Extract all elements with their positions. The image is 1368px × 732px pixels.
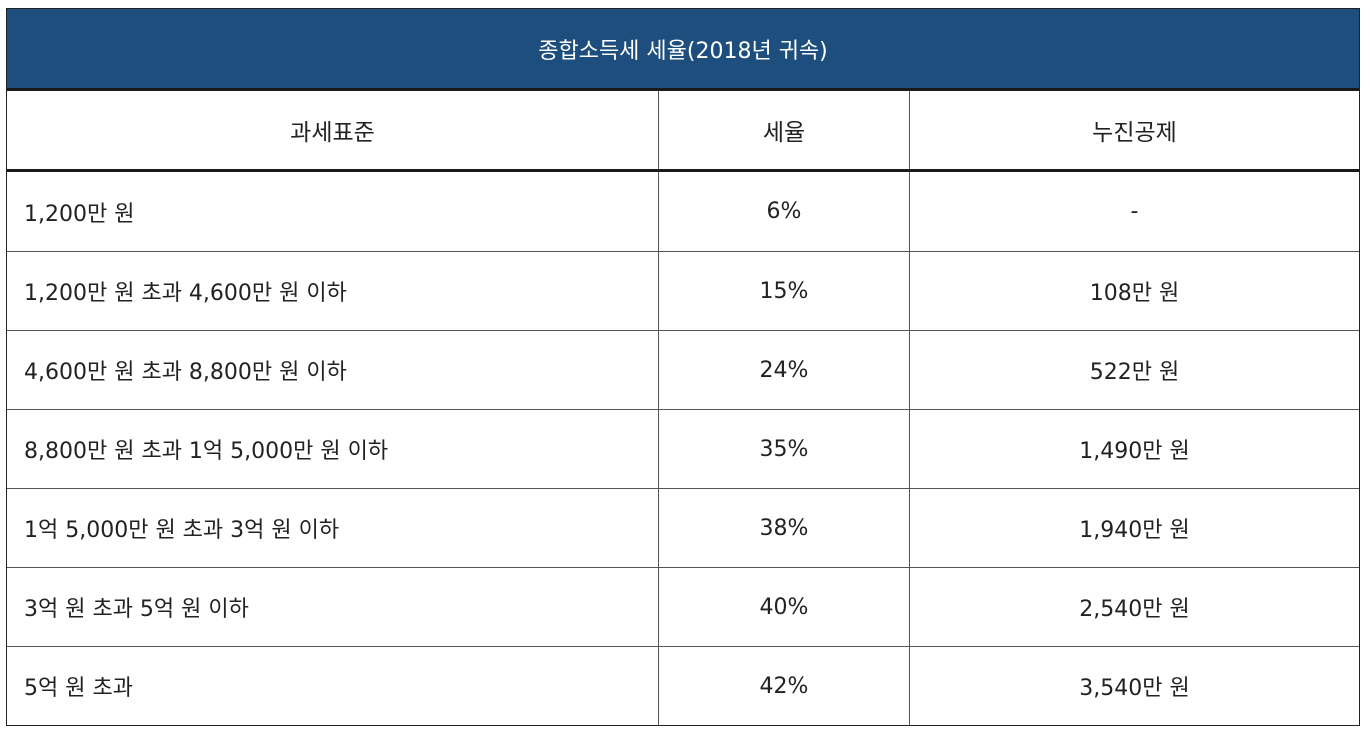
deduction-cell: 3,540만 원 (1079, 676, 1190, 701)
tax-base-cell: 1,200만 원 초과 4,600만 원 이하 (7, 252, 659, 330)
deduction-cell: 2,540만 원 (1079, 597, 1190, 622)
tax-rate-cell: 35% (659, 410, 910, 488)
deduction-cell: 1,490만 원 (1079, 439, 1190, 464)
tax-rate-cell: 24% (659, 331, 910, 409)
table-row: 3억 원 초과 5억 원 이하 40% 2,540만 원 (7, 567, 1359, 646)
tax-rate-cell: 40% (659, 568, 910, 646)
tax-base-cell: 1억 5,000만 원 초과 3억 원 이하 (7, 489, 659, 567)
deduction-cell: - (1130, 199, 1139, 224)
tax-rate-cell: 38% (659, 489, 910, 567)
header-progressive-deduction: 누진공제 (1092, 120, 1177, 146)
table-title: 종합소득세 세율(2018년 귀속) (7, 9, 1359, 91)
tax-base-cell: 4,600만 원 초과 8,800만 원 이하 (7, 331, 659, 409)
tax-rate-cell: 6% (659, 172, 910, 251)
deduction-cell: 1,940만 원 (1079, 518, 1190, 543)
deduction-cell: 522만 원 (1089, 360, 1180, 385)
header-tax-rate: 세율 (659, 91, 910, 169)
tax-rate-cell: 15% (659, 252, 910, 330)
table-row: 4,600만 원 초과 8,800만 원 이하 24% 522만 원 (7, 330, 1359, 409)
table-header-row: 과세표준 세율 누진공제 (7, 91, 1359, 172)
tax-rate-cell: 42% (659, 647, 910, 725)
table-row: 1억 5,000만 원 초과 3억 원 이하 38% 1,940만 원 (7, 488, 1359, 567)
tax-base-cell: 5억 원 초과 (7, 647, 659, 725)
table-row: 1,200만 원 초과 4,600만 원 이하 15% 108만 원 (7, 251, 1359, 330)
header-tax-base: 과세표준 (7, 91, 659, 169)
tax-base-cell: 1,200만 원 (7, 172, 659, 251)
table-row: 1,200만 원 6% - (7, 172, 1359, 251)
tax-base-cell: 8,800만 원 초과 1억 5,000만 원 이하 (7, 410, 659, 488)
tax-rate-table: 종합소득세 세율(2018년 귀속) 과세표준 세율 누진공제 1,200만 원… (6, 8, 1360, 726)
deduction-cell: 108만 원 (1089, 281, 1180, 306)
table-row: 5억 원 초과 42% 3,540만 원 (7, 646, 1359, 725)
tax-base-cell: 3억 원 초과 5억 원 이하 (7, 568, 659, 646)
table-row: 8,800만 원 초과 1억 5,000만 원 이하 35% 1,490만 원 (7, 409, 1359, 488)
